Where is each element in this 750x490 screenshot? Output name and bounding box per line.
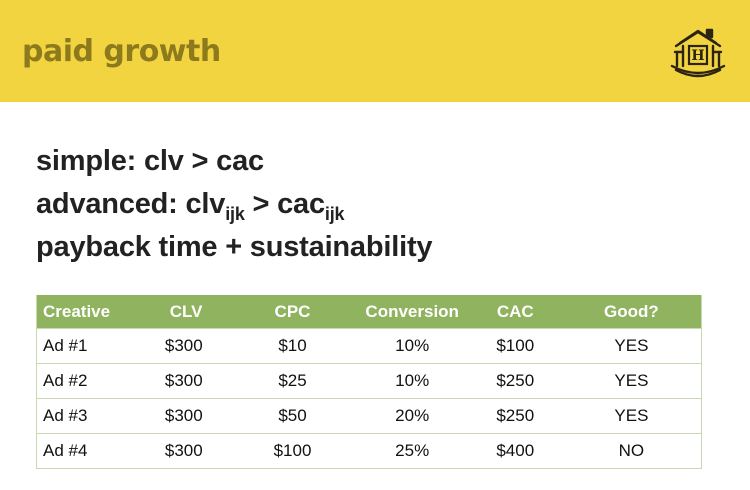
point-simple: simple: clv > cac	[36, 145, 264, 177]
cell-cpc: $100	[229, 433, 356, 469]
cell-conversion: 20%	[355, 398, 469, 434]
cell-cac: $250	[468, 363, 562, 399]
column-header-good: Good?	[561, 295, 702, 329]
header-banner: paid growth H	[0, 0, 750, 102]
cell-conversion: 10%	[355, 328, 469, 364]
cell-creative: Ad #1	[36, 328, 143, 364]
cell-cac: $400	[468, 433, 562, 469]
column-header-creative: Creative	[36, 295, 143, 329]
cell-clv: $300	[142, 433, 230, 469]
cell-good: YES	[561, 328, 702, 364]
cell-cac: $250	[468, 398, 562, 434]
column-header-cpc: CPC	[229, 295, 356, 329]
key-points: simple: clv > cac advanced: clvijk > cac…	[36, 140, 433, 269]
cell-good: NO	[561, 433, 702, 469]
cell-good: YES	[561, 363, 702, 399]
table-row: Ad #4 $300 $100 25% $400 NO	[36, 433, 702, 469]
column-header-clv: CLV	[142, 295, 230, 329]
point-advanced: advanced: clvijk > cacijk	[36, 188, 345, 224]
cell-creative: Ad #2	[36, 363, 143, 399]
cell-creative: Ad #3	[36, 398, 143, 434]
table-row: Ad #1 $300 $10 10% $100 YES	[36, 328, 702, 364]
table-row: Ad #2 $300 $25 10% $250 YES	[36, 363, 702, 399]
point-payback: payback time + sustainability	[36, 231, 433, 263]
cell-cpc: $50	[229, 398, 356, 434]
cell-clv: $300	[142, 398, 230, 434]
column-header-cac: CAC	[468, 295, 562, 329]
cell-creative: Ad #4	[36, 433, 143, 469]
column-header-conversion: Conversion	[355, 295, 469, 329]
cell-conversion: 10%	[355, 363, 469, 399]
svg-text:H: H	[691, 48, 704, 64]
cell-cpc: $10	[229, 328, 356, 364]
cell-clv: $300	[142, 328, 230, 364]
ad-creative-table: Creative CLV CPC Conversion CAC Good? Ad…	[36, 295, 702, 469]
table-header-row: Creative CLV CPC Conversion CAC Good?	[36, 295, 702, 329]
cell-good: YES	[561, 398, 702, 434]
cell-clv: $300	[142, 363, 230, 399]
table-row: Ad #3 $300 $50 20% $250 YES	[36, 398, 702, 434]
house-h-logo-icon: H	[670, 28, 726, 78]
cell-cac: $100	[468, 328, 562, 364]
page-title: paid growth	[22, 34, 221, 69]
cell-cpc: $25	[229, 363, 356, 399]
cell-conversion: 25%	[355, 433, 469, 469]
